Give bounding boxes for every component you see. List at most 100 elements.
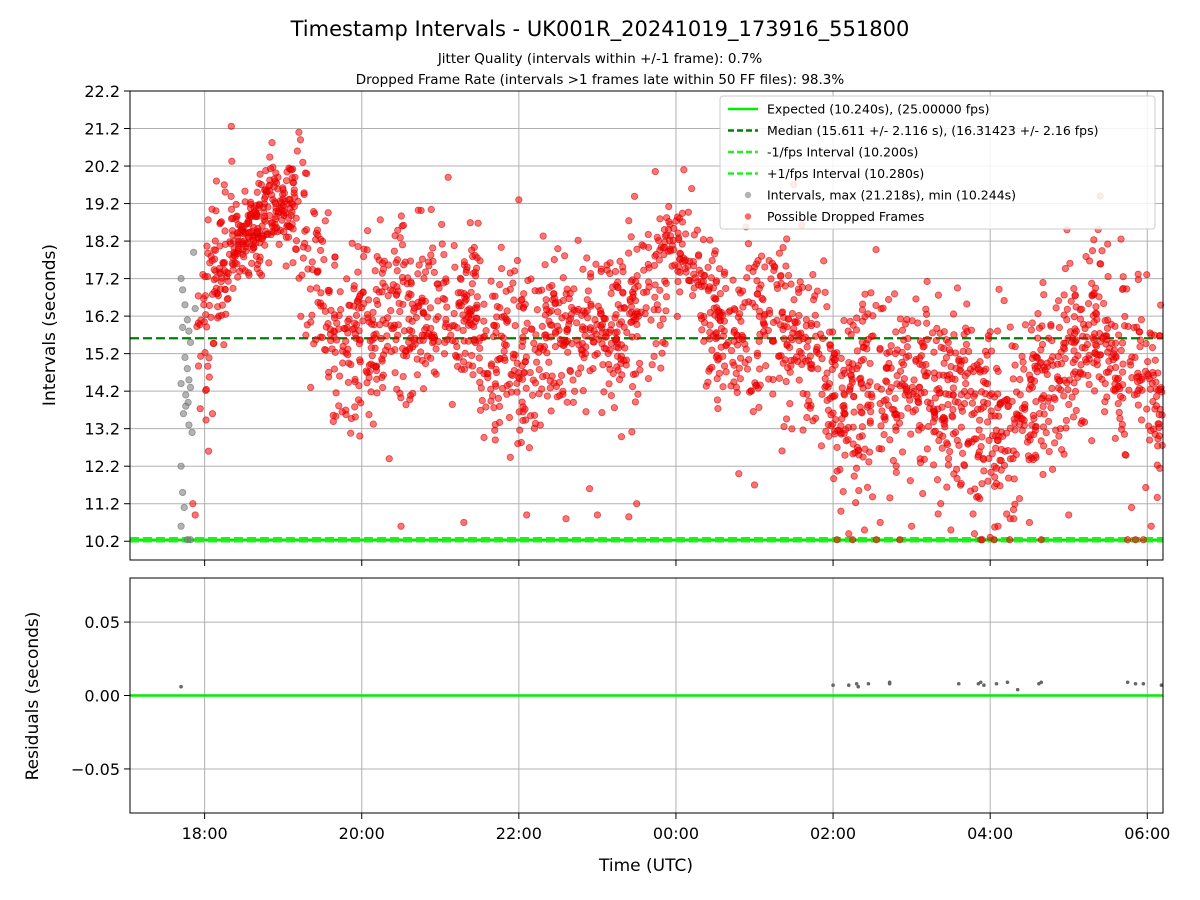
dropped-frame-point [690,284,698,292]
dropped-frame-point [596,310,605,318]
dropped-frame-point [919,489,927,498]
dropped-frame-point [1006,323,1014,331]
dropped-frame-point [704,263,712,271]
dropped-frame-point [367,388,375,396]
dropped-frame-point [910,376,918,384]
dropped-frame-point [583,254,591,262]
dropped-frame-point [890,290,899,298]
dropped-frame-point [923,335,931,344]
dropped-frame-point [761,263,769,271]
dropped-frame-point [653,301,661,309]
dropped-frame-point [194,292,202,300]
dropped-frame-point [1130,324,1138,332]
dropped-frame-point [234,221,243,229]
bottom-x-tick-label: 18:00 [182,824,228,843]
dropped-frame-point [780,335,788,343]
dropped-frame-point [263,230,272,239]
dropped-frame-point [753,352,761,360]
dropped-frame-point [978,433,986,441]
dropped-frame-point [200,295,208,303]
dropped-frame-point [464,337,472,345]
dropped-frame-point [427,205,435,214]
dropped-frame-point [1027,326,1036,334]
dropped-frame-point [1084,299,1093,308]
dropped-frame-point [699,236,708,244]
dropped-frame-point [770,337,778,345]
dropped-frame-point [1010,515,1018,523]
dropped-frame-point [1069,413,1078,421]
dropped-frame-point [844,327,852,335]
dropped-frame-point [717,324,726,333]
dropped-frame-point [410,304,418,312]
dropped-frame-point [811,414,820,422]
dropped-frame-point [509,354,518,362]
dropped-frame-point [826,345,835,353]
dropped-frame-point [775,374,784,382]
dropped-frame-point [795,311,803,320]
dropped-frame-point [988,390,996,398]
dropped-frame-point [566,289,574,298]
dropped-frame-point [229,266,237,274]
residual-point [856,684,861,689]
dropped-frame-point [548,281,556,290]
dropped-frame-point [891,394,899,402]
dropped-frame-point [877,422,885,430]
legend-marker [744,213,752,220]
dropped-frame-point [229,284,237,292]
dropped-frame-point [450,309,458,318]
dropped-frame-point [957,361,965,369]
dropped-frame-point [469,371,477,379]
dropped-frame-point [328,345,336,353]
dropped-frame-point [541,311,550,319]
dropped-frame-point [1045,447,1053,456]
top-plot: 10.2 11.2 12.2 13.2 14.2 15.2 16.2 17.2 18.2 19.2… [40,82,1166,566]
interval-point [177,522,185,530]
dropped-frame-point [682,230,690,238]
dropped-frame-point [838,384,846,392]
dropped-frame-point [1109,356,1117,364]
top-y-tick-label: 22.2 [84,82,120,101]
dropped-frame-point [405,338,413,346]
dropped-frame-point [903,343,911,351]
dropped-frame-point [426,304,435,312]
dropped-frame-point [539,232,547,240]
dropped-frame-point [720,317,729,325]
dropped-frame-point [294,197,302,205]
dropped-frame-point [788,425,796,433]
dropped-frame-point [521,327,529,335]
dropped-frame-point [944,338,952,347]
dropped-frame-point [568,340,576,348]
dropped-frame-point [832,415,840,424]
dropped-frame-point [858,423,866,431]
interval-point [182,402,190,410]
dropped-frame-point [260,212,269,220]
dropped-frame-point [852,499,860,507]
dropped-frame-point [642,304,650,312]
dropped-frame-point [511,267,519,275]
dropped-frame-point [1066,259,1074,267]
dropped-frame-point [850,393,858,401]
dropped-frame-point [760,312,768,320]
dropped-frame-point [806,352,814,360]
dropped-frame-point [356,292,364,301]
dropped-frame-point [429,244,437,252]
dropped-frame-point [705,367,713,375]
dropped-frame-point [457,289,465,297]
dropped-frame-point [443,303,451,311]
dropped-frame-point [204,447,213,455]
dropped-frame-point [265,259,273,267]
dropped-frame-point [290,202,299,211]
dropped-frame-point [220,181,228,189]
dropped-frame-point [671,261,679,269]
dropped-frame-point [514,440,522,448]
dropped-frame-point [633,333,641,341]
dropped-frame-point [491,380,499,388]
dropped-frame-point [434,297,442,305]
dropped-frame-point [1043,359,1051,367]
dropped-frame-point [494,394,503,402]
dropped-frame-point [775,352,783,360]
dropped-frame-point [550,256,558,264]
dropped-frame-point [1146,385,1154,393]
dropped-frame-point [343,275,351,283]
dropped-frame-point [808,365,816,373]
